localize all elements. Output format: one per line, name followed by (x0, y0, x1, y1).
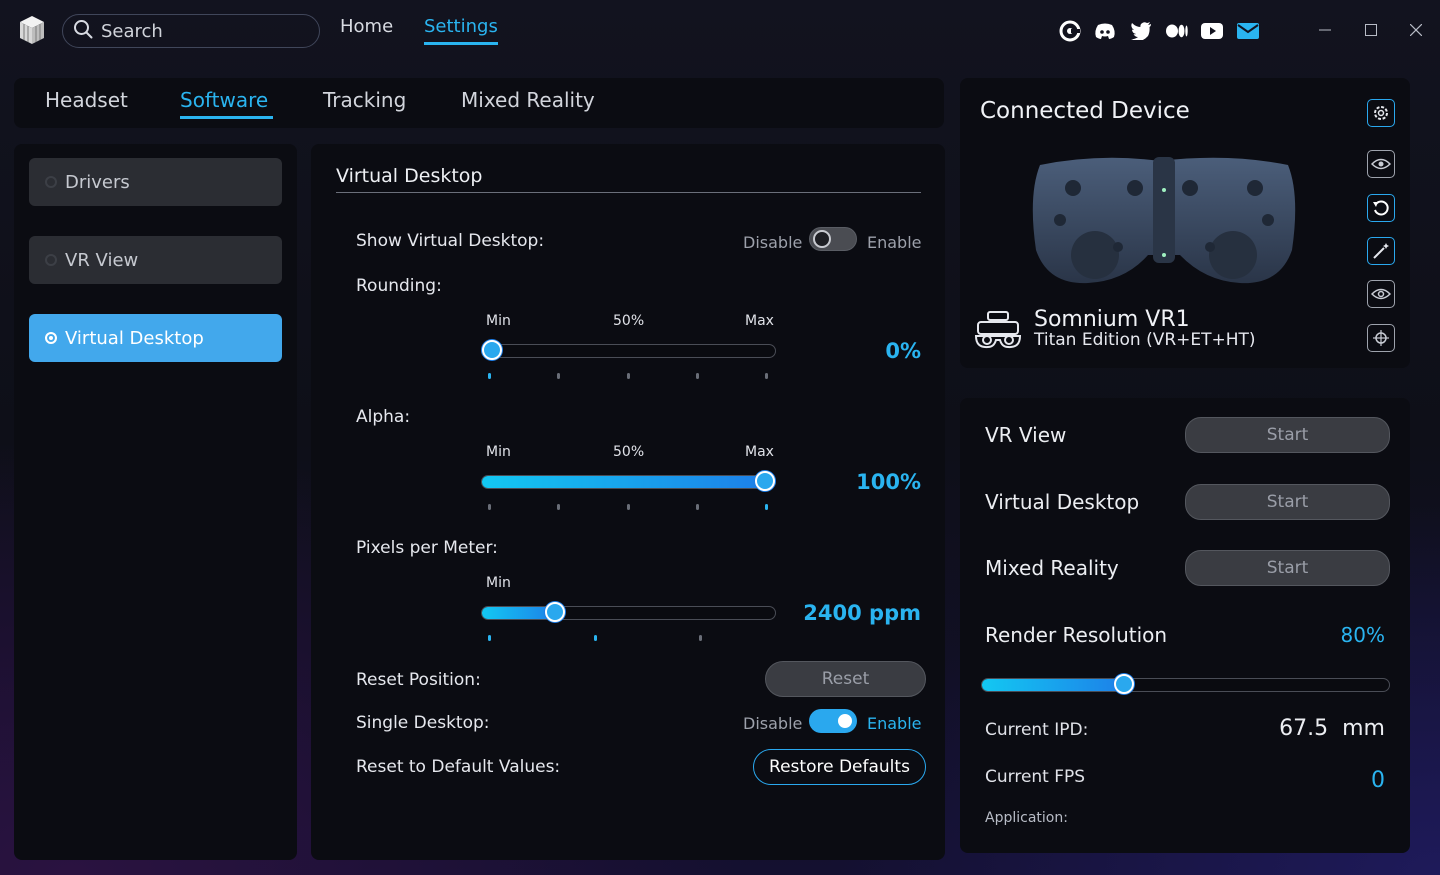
target-icon[interactable] (1367, 324, 1395, 352)
minimize-icon[interactable] (1315, 20, 1335, 40)
ipd-value: 67.5 (1279, 716, 1329, 741)
radio-icon (45, 254, 57, 266)
reset-position-label: Reset Position: (356, 670, 481, 690)
reset-position-button[interactable]: Reset (765, 661, 926, 697)
nav-home[interactable]: Home (340, 16, 394, 37)
slider-thumb[interactable] (755, 471, 775, 491)
radio-icon (45, 176, 57, 188)
disable-label: Disable (743, 714, 803, 733)
virtual-desktop-start-button[interactable]: Start (1185, 484, 1390, 520)
restore-defaults-button[interactable]: Restore Defaults (753, 749, 926, 785)
fps-value: 0 (1371, 768, 1385, 793)
settings-gear-icon[interactable] (1367, 99, 1395, 127)
tab-software[interactable]: Software (180, 88, 274, 119)
divider (336, 192, 921, 193)
at-icon[interactable] (1059, 20, 1081, 42)
slider-thumb[interactable] (482, 340, 502, 360)
sidebar-item-drivers[interactable]: Drivers (29, 158, 282, 206)
pixels-per-meter-slider[interactable] (481, 602, 776, 622)
rounding-value: 0% (885, 339, 921, 363)
single-desktop-label: Single Desktop: (356, 713, 490, 733)
alpha-ticks (488, 504, 770, 510)
ppm-min-label: Min (486, 575, 511, 591)
eye-tracking-icon[interactable] (1367, 150, 1395, 178)
vr-view-label: VR View (985, 423, 1067, 447)
show-virtual-desktop-label: Show Virtual Desktop: (356, 231, 545, 251)
radio-selected-icon (45, 332, 57, 344)
settings-panel (311, 144, 945, 860)
show-virtual-desktop-toggle[interactable] (809, 227, 857, 251)
alpha-label: Alpha: (356, 407, 411, 427)
rounding-ticks (488, 373, 770, 379)
alpha-max-label: Max (745, 444, 774, 460)
tab-tracking[interactable]: Tracking (323, 88, 407, 112)
sidebar-item-label: VR View (65, 249, 139, 271)
pixels-per-meter-label: Pixels per Meter: (356, 538, 498, 558)
sidebar-item-label: Virtual Desktop (65, 327, 204, 349)
maximize-icon[interactable] (1361, 20, 1381, 40)
mail-icon[interactable] (1237, 20, 1259, 42)
magic-wand-icon[interactable] (1367, 237, 1395, 265)
mixed-reality-label: Mixed Reality (985, 556, 1119, 580)
application-label: Application: (985, 810, 1068, 826)
alpha-mid-label: 50% (613, 444, 645, 460)
alpha-min-label: Min (486, 444, 511, 460)
mixed-reality-start-button[interactable]: Start (1185, 550, 1390, 586)
rounding-min-label: Min (486, 313, 511, 329)
refresh-icon[interactable] (1367, 194, 1395, 222)
disable-label: Disable (743, 233, 803, 252)
ipd-unit: mm (1342, 716, 1385, 741)
nav-settings[interactable]: Settings (424, 16, 498, 45)
tab-headset[interactable]: Headset (45, 88, 128, 112)
alpha-slider[interactable] (481, 471, 776, 491)
render-resolution-label: Render Resolution (985, 623, 1168, 647)
section-title: Virtual Desktop (336, 165, 483, 187)
sidebar-item-label: Drivers (65, 171, 130, 193)
rounding-max-label: Max (745, 313, 774, 329)
ipd-value-group: 67.5 mm (1260, 716, 1385, 741)
device-edition: Titan Edition (VR+ET+HT) (1034, 330, 1256, 350)
quick-actions-panel (960, 398, 1410, 853)
render-resolution-value: 80% (1340, 623, 1385, 647)
alpha-value: 100% (856, 470, 921, 494)
search-input[interactable] (101, 20, 301, 42)
enable-label: Enable (867, 233, 922, 252)
render-resolution-slider[interactable] (981, 674, 1390, 694)
discord-icon[interactable] (1094, 20, 1116, 42)
search-icon (73, 19, 93, 43)
eye-icon[interactable] (1367, 280, 1395, 308)
slider-thumb[interactable] (1114, 674, 1134, 694)
device-name: Somnium VR1 (1034, 307, 1190, 332)
sidebar-item-vr-view[interactable]: VR View (29, 236, 282, 284)
pixels-per-meter-value: 2400 ppm (803, 601, 921, 625)
sidebar-item-virtual-desktop[interactable]: Virtual Desktop (29, 314, 282, 362)
ppm-ticks (488, 635, 770, 641)
reset-defaults-label: Reset to Default Values: (356, 757, 561, 777)
rounding-label: Rounding: (356, 276, 442, 296)
fps-label: Current FPS (985, 767, 1086, 787)
ipd-label: Current IPD: (985, 720, 1089, 740)
virtual-desktop-label: Virtual Desktop (985, 490, 1140, 514)
headset-outline-icon (974, 310, 1022, 350)
enable-label: Enable (867, 714, 922, 733)
app-logo-icon (18, 14, 46, 46)
headset-image (1030, 155, 1298, 285)
tab-mixed-reality[interactable]: Mixed Reality (461, 88, 595, 112)
vr-view-start-button[interactable]: Start (1185, 417, 1390, 453)
medium-icon[interactable] (1166, 20, 1188, 42)
rounding-mid-label: 50% (613, 313, 645, 329)
twitter-icon[interactable] (1130, 20, 1152, 42)
single-desktop-toggle[interactable] (809, 709, 857, 733)
search-box[interactable] (62, 14, 320, 48)
close-icon[interactable] (1406, 20, 1426, 40)
youtube-icon[interactable] (1201, 20, 1223, 42)
rounding-slider[interactable] (481, 340, 776, 360)
tabs-bar (14, 78, 944, 128)
slider-thumb[interactable] (545, 602, 565, 622)
connected-device-title: Connected Device (980, 98, 1190, 124)
